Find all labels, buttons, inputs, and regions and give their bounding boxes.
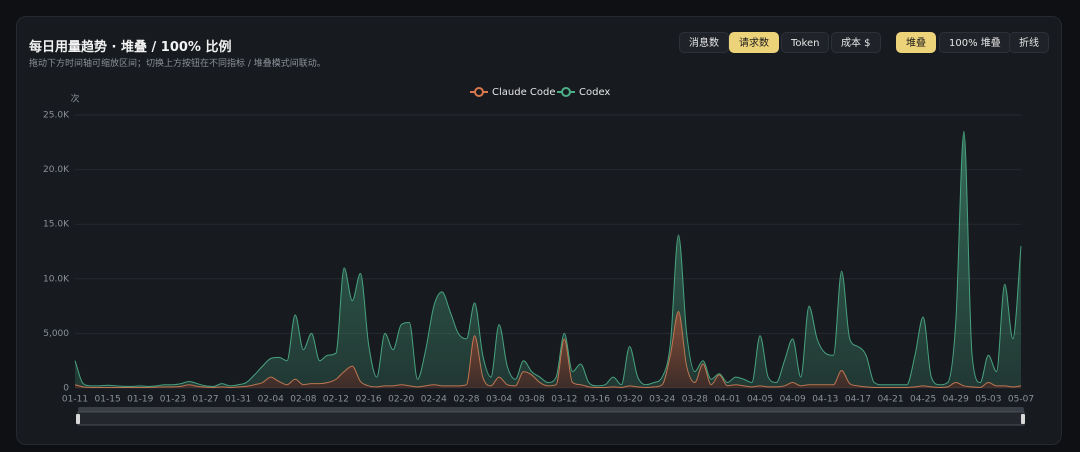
x-tick-label: 03-16	[584, 395, 610, 405]
x-tick-label: 05-07	[1008, 395, 1034, 405]
legend-label: Codex	[579, 87, 610, 98]
x-tick-label: 03-28	[682, 395, 708, 405]
x-tick-label: 02-08	[290, 395, 316, 405]
x-tick-label: 04-01	[714, 395, 740, 405]
legend-marker	[474, 87, 484, 97]
y-tick-label: 25.0K	[43, 111, 70, 121]
x-tick-label: 02-20	[388, 395, 414, 405]
x-tick-label: 04-09	[780, 395, 806, 405]
y-tick-label: 20.0K	[43, 165, 70, 175]
x-tick-label: 04-29	[943, 395, 969, 405]
x-tick-label: 02-28	[453, 395, 479, 405]
series-line	[74, 130, 1022, 387]
x-tick-label: 04-25	[910, 395, 936, 405]
metric-button[interactable]: Token	[781, 32, 830, 53]
legend-marker	[561, 87, 571, 97]
x-tick-label: 04-17	[845, 395, 871, 405]
x-tick-label: 01-11	[62, 395, 88, 405]
series-area	[75, 311, 1021, 388]
metric-button[interactable]: 成本 $	[831, 32, 881, 53]
x-tick-label: 01-19	[127, 395, 153, 405]
y-axis-unit: 次	[70, 93, 79, 105]
y-tick-label: 0	[63, 384, 69, 394]
x-tick-label: 03-04	[486, 395, 512, 405]
x-tick-label: 01-15	[95, 395, 121, 405]
x-tick-label: 04-21	[877, 395, 903, 405]
legend-label: Claude Code	[492, 87, 556, 98]
zoom-window[interactable]	[77, 411, 1025, 426]
y-tick-label: 15.0K	[43, 220, 70, 230]
zoom-bar[interactable]	[78, 407, 1024, 412]
x-tick-label: 03-24	[649, 395, 675, 405]
mode-button[interactable]: 堆叠	[896, 32, 936, 53]
metric-button[interactable]: 消息数	[679, 32, 729, 53]
x-tick-label: 02-24	[421, 395, 447, 405]
mode-button[interactable]: 折线	[1009, 32, 1049, 53]
y-tick-label: 10.0K	[43, 274, 70, 284]
zoom-handle[interactable]	[1021, 414, 1025, 424]
x-tick-label: 04-05	[747, 395, 773, 405]
y-tick-label: 5,000	[43, 329, 69, 339]
x-tick-label: 02-12	[323, 395, 349, 405]
x-tick-label: 05-03	[975, 395, 1001, 405]
x-tick-label: 04-13	[812, 395, 838, 405]
zoom-handle[interactable]	[76, 414, 80, 424]
x-tick-label: 01-23	[160, 395, 186, 405]
card: 每日用量趋势 · 堆叠 / 100% 比例 拖动下方时间轴可缩放区间；切换上方按…	[16, 16, 1062, 445]
metric-button[interactable]: 请求数	[729, 32, 779, 53]
x-tick-label: 02-16	[356, 395, 382, 405]
x-tick-label: 03-12	[551, 395, 577, 405]
x-tick-label: 02-04	[258, 395, 284, 405]
series-area	[75, 131, 1021, 388]
title: 每日用量趋势 · 堆叠 / 100% 比例	[29, 40, 232, 55]
series-line	[74, 311, 1022, 388]
x-tick-label: 01-27	[192, 395, 218, 405]
x-tick-label: 01-31	[225, 395, 251, 405]
subtitle: 拖动下方时间轴可缩放区间；切换上方按钮在不同指标 / 堆叠模式间联动。	[29, 59, 326, 69]
x-tick-label: 03-08	[519, 395, 545, 405]
x-tick-label: 03-20	[616, 395, 642, 405]
